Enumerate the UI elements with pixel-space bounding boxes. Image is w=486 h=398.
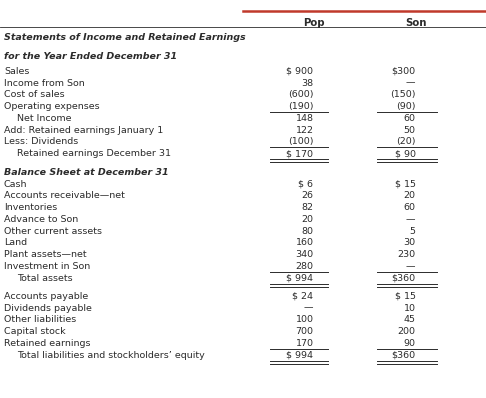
Text: Other current assets: Other current assets	[4, 226, 102, 236]
Text: 5: 5	[410, 226, 416, 236]
Text: Accounts receivable—net: Accounts receivable—net	[4, 191, 125, 201]
Text: 20: 20	[301, 215, 313, 224]
Text: Operating expenses: Operating expenses	[4, 102, 100, 111]
Text: $ 994: $ 994	[286, 273, 313, 283]
Text: 170: 170	[295, 339, 313, 348]
Text: $360: $360	[391, 351, 416, 359]
Text: Land: Land	[4, 238, 27, 248]
Text: Inventories: Inventories	[4, 203, 57, 212]
Text: 26: 26	[301, 191, 313, 201]
Text: Add: Retained earnings January 1: Add: Retained earnings January 1	[4, 125, 163, 135]
Text: for the Year Ended December 31: for the Year Ended December 31	[4, 52, 177, 61]
Text: $ 24: $ 24	[293, 292, 313, 301]
Text: $ 15: $ 15	[395, 292, 416, 301]
Text: 30: 30	[403, 238, 416, 248]
Text: Net Income: Net Income	[17, 114, 71, 123]
Text: 90: 90	[403, 339, 416, 348]
Text: (600): (600)	[288, 90, 313, 100]
Text: —: —	[406, 215, 416, 224]
Text: 80: 80	[301, 226, 313, 236]
Text: $ 15: $ 15	[395, 179, 416, 189]
Text: 60: 60	[403, 203, 416, 212]
Text: Income from Son: Income from Son	[4, 79, 85, 88]
Text: Other liabilities: Other liabilities	[4, 315, 76, 324]
Text: 122: 122	[295, 125, 313, 135]
Text: 700: 700	[295, 327, 313, 336]
Text: 340: 340	[295, 250, 313, 259]
Text: $ 170: $ 170	[286, 149, 313, 158]
Text: $ 90: $ 90	[395, 149, 416, 158]
Text: (20): (20)	[396, 137, 416, 146]
Text: 38: 38	[301, 79, 313, 88]
Text: $300: $300	[391, 67, 416, 76]
Text: 160: 160	[295, 238, 313, 248]
Text: 230: 230	[398, 250, 416, 259]
Text: $ 994: $ 994	[286, 351, 313, 359]
Text: 148: 148	[295, 114, 313, 123]
Text: Total assets: Total assets	[17, 273, 72, 283]
Text: Statements of Income and Retained Earnings: Statements of Income and Retained Earnin…	[4, 33, 245, 42]
Text: Cost of sales: Cost of sales	[4, 90, 65, 100]
Text: Pop: Pop	[303, 18, 324, 28]
Text: $ 6: $ 6	[298, 179, 313, 189]
Text: 60: 60	[403, 114, 416, 123]
Text: 200: 200	[398, 327, 416, 336]
Text: (100): (100)	[288, 137, 313, 146]
Text: 50: 50	[403, 125, 416, 135]
Text: Investment in Son: Investment in Son	[4, 262, 90, 271]
Text: Son: Son	[405, 18, 426, 28]
Text: (190): (190)	[288, 102, 313, 111]
Text: (150): (150)	[390, 90, 416, 100]
Text: Capital stock: Capital stock	[4, 327, 66, 336]
Text: Cash: Cash	[4, 179, 27, 189]
Text: 10: 10	[403, 304, 416, 312]
Text: $360: $360	[391, 273, 416, 283]
Text: Retained earnings: Retained earnings	[4, 339, 90, 348]
Text: Sales: Sales	[4, 67, 29, 76]
Text: Accounts payable: Accounts payable	[4, 292, 88, 301]
Text: Dividends payable: Dividends payable	[4, 304, 92, 312]
Text: Advance to Son: Advance to Son	[4, 215, 78, 224]
Text: —: —	[406, 262, 416, 271]
Text: Less: Dividends: Less: Dividends	[4, 137, 78, 146]
Text: Plant assets—net: Plant assets—net	[4, 250, 87, 259]
Text: 20: 20	[403, 191, 416, 201]
Text: Retained earnings December 31: Retained earnings December 31	[17, 149, 171, 158]
Text: 100: 100	[295, 315, 313, 324]
Text: Balance Sheet at December 31: Balance Sheet at December 31	[4, 168, 169, 177]
Text: $ 900: $ 900	[286, 67, 313, 76]
Text: (90): (90)	[396, 102, 416, 111]
Text: Total liabilities and stockholders’ equity: Total liabilities and stockholders’ equi…	[17, 351, 205, 359]
Text: —: —	[406, 79, 416, 88]
Text: 82: 82	[301, 203, 313, 212]
Text: 45: 45	[403, 315, 416, 324]
Text: —: —	[304, 304, 313, 312]
Text: 280: 280	[295, 262, 313, 271]
